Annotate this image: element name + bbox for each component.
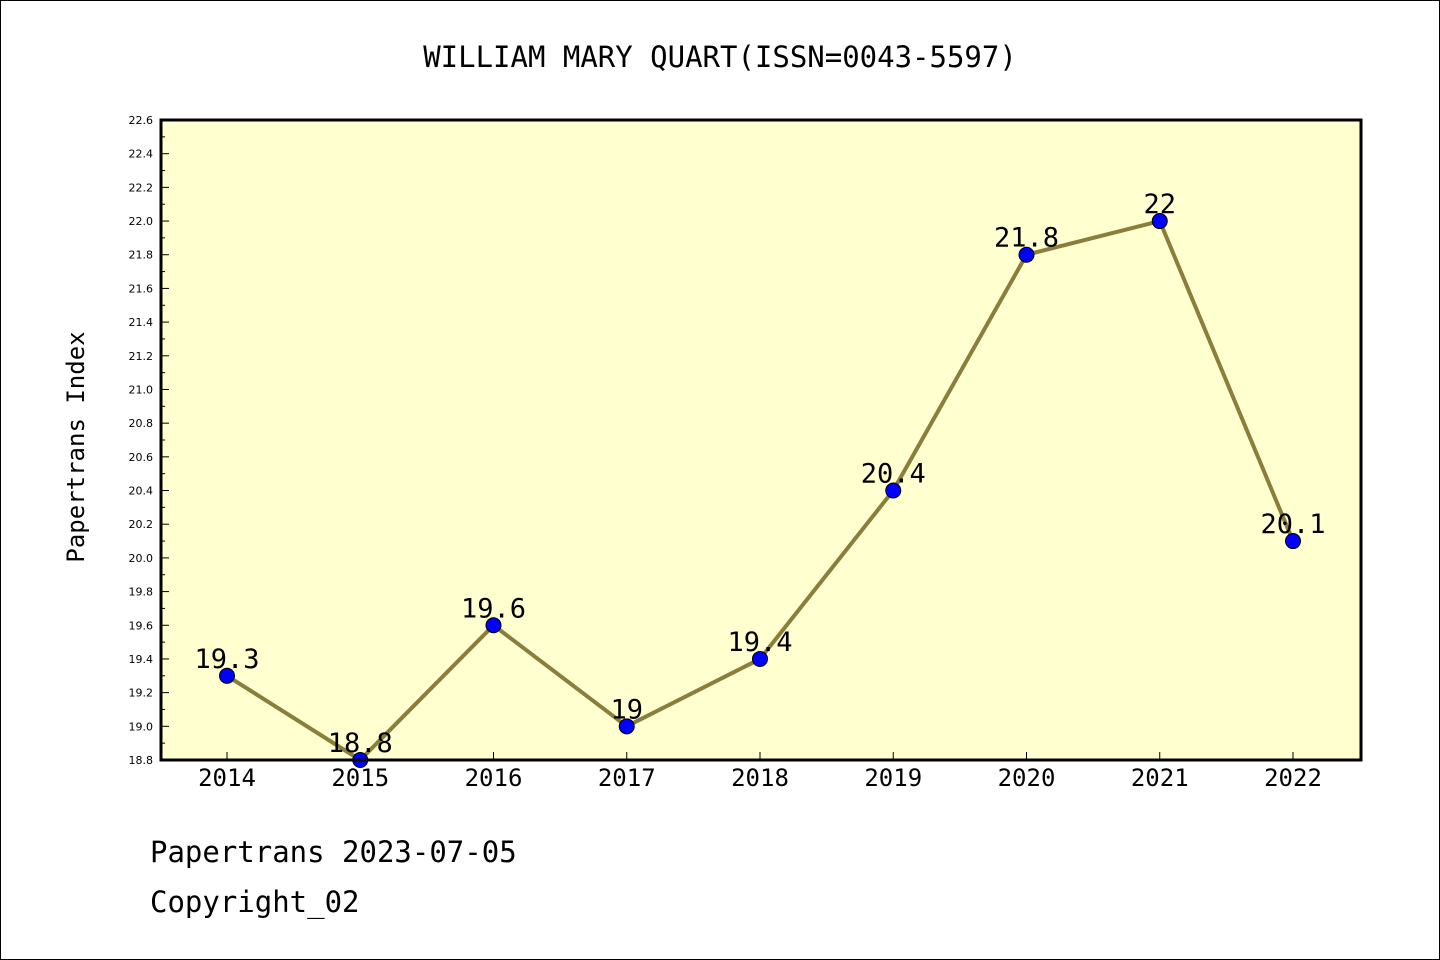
y-tick-label: 22.2 xyxy=(129,181,154,194)
y-tick-label: 22.0 xyxy=(129,215,154,228)
data-label: 20.4 xyxy=(861,459,926,490)
series-layer: 19.3 18.8 19.6 19 19.4 20.4 21.8 22 20.1 xyxy=(194,189,1326,768)
data-point xyxy=(1151,213,1168,230)
x-tick-label: 2017 xyxy=(598,764,656,792)
data-point xyxy=(485,617,502,634)
y-tick-label: 20.4 xyxy=(129,485,154,498)
y-tick-label: 22.6 xyxy=(129,114,154,127)
data-label: 22 xyxy=(1143,189,1176,220)
y-tick-label: 20.6 xyxy=(129,451,154,464)
x-axis: 2014 2015 2016 2017 2018 2019 2020 2021 2022 xyxy=(198,752,1322,792)
footer-date: Papertrans 2023-07-05 xyxy=(150,835,517,869)
data-label: 21.8 xyxy=(994,223,1059,254)
x-tick-label: 2018 xyxy=(731,764,789,792)
chart-title: WILLIAM MARY QUART(ISSN=0043-5597) xyxy=(423,40,1017,74)
x-tick-label: 2020 xyxy=(998,764,1056,792)
y-tick-label: 19.8 xyxy=(129,586,154,599)
footer-copyright: Copyright_02 xyxy=(150,885,360,919)
data-label: 19.4 xyxy=(727,627,792,658)
x-tick-label: 2016 xyxy=(465,764,523,792)
data-label: 19.3 xyxy=(194,644,259,675)
data-point xyxy=(1285,533,1301,550)
y-tick-label: 19.0 xyxy=(129,720,154,733)
x-tick-label: 2019 xyxy=(864,764,922,792)
y-axis-label: Papertrans Index xyxy=(62,331,90,562)
data-point xyxy=(752,650,768,667)
y-tick-label: 18.8 xyxy=(129,754,154,767)
y-tick-label: 19.6 xyxy=(129,619,154,632)
data-label: 20.1 xyxy=(1260,509,1325,540)
y-tick-label: 21.4 xyxy=(129,316,154,329)
y-tick-label: 20.0 xyxy=(129,552,154,565)
y-tick-label: 21.0 xyxy=(129,383,154,396)
data-point xyxy=(219,667,235,684)
y-tick-label: 21.2 xyxy=(129,350,154,363)
y-tick-label: 20.8 xyxy=(129,417,154,430)
y-tick-label: 20.2 xyxy=(129,518,154,531)
x-tick-label: 2014 xyxy=(198,764,256,792)
data-label: 18.8 xyxy=(328,728,393,759)
data-point xyxy=(618,718,635,735)
data-label: 19.6 xyxy=(461,593,526,624)
y-tick-label: 19.2 xyxy=(129,687,154,700)
y-tick-label: 21.6 xyxy=(129,282,154,295)
plot-border xyxy=(159,118,1363,762)
data-label: 19 xyxy=(610,694,643,725)
y-tick-label: 19.4 xyxy=(129,653,154,666)
x-tick-label: 2015 xyxy=(331,764,389,792)
y-tick-label: 22.4 xyxy=(129,148,154,161)
y-tick-label: 21.8 xyxy=(129,249,154,262)
data-point xyxy=(885,482,902,499)
x-tick-label: 2021 xyxy=(1131,764,1189,792)
x-tick-label: 2022 xyxy=(1264,764,1322,792)
data-point xyxy=(1018,246,1035,263)
